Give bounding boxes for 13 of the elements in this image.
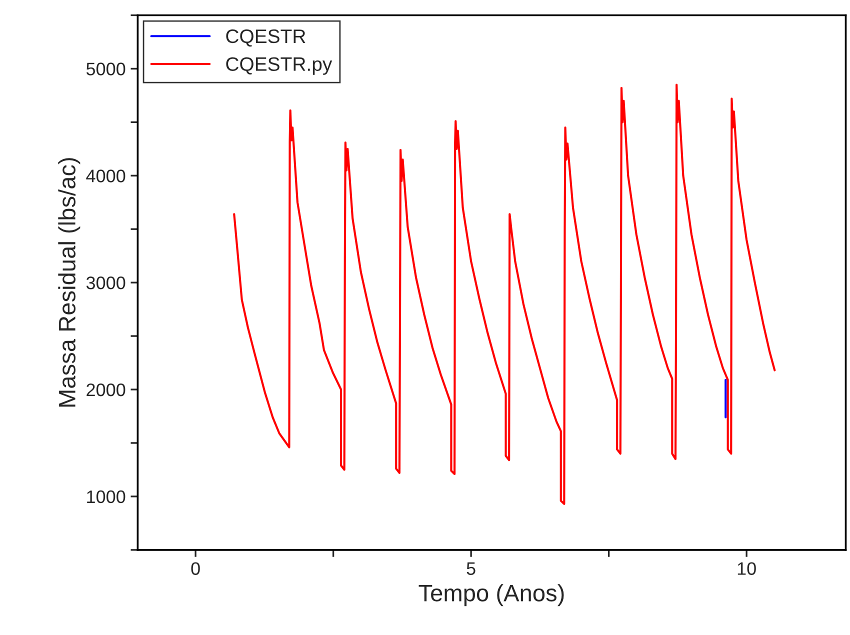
line-series [233,84,776,505]
y-tick-label: 1000 [87,490,126,504]
y-tick-label: 5000 [86,62,126,76]
y-axis-title: Massa Residual (lbs/ac) [58,158,80,407]
y-tick-label: 4000 [86,170,126,182]
y-tick-label: 3000 [86,276,126,290]
legend-label: CQESTR [226,29,306,47]
x-tick-label: 5 [466,562,476,575]
legend-label: CQESTR.py [226,57,332,75]
y-tick-label: 2000 [86,383,126,396]
x-tick-label: 0 [191,562,200,575]
x-axis-title: Tempo (Anos) [418,584,564,606]
x-tick-label: 10 [738,562,756,575]
